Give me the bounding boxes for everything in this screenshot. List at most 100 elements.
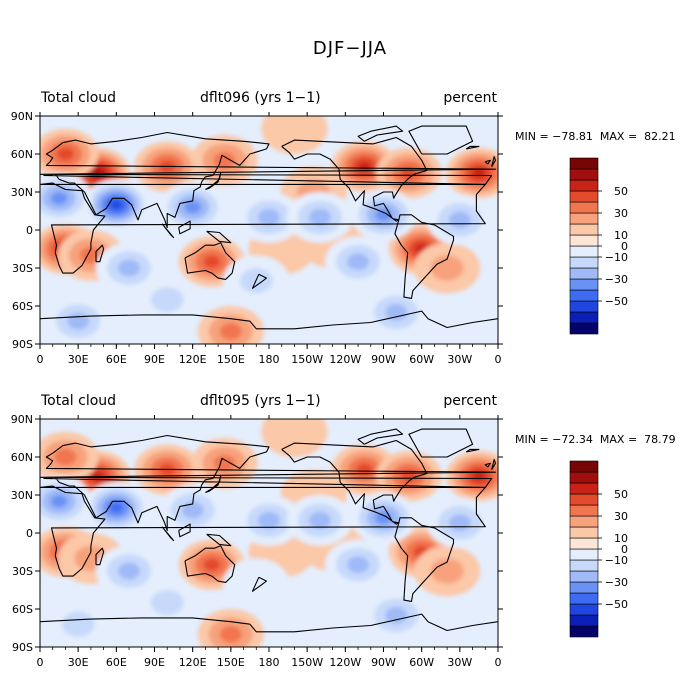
colorbar-swatch xyxy=(569,570,599,583)
coastline xyxy=(40,131,497,229)
coastline xyxy=(206,230,232,244)
colorbar-tick-label: −10 xyxy=(605,251,628,264)
colorbar-swatch xyxy=(569,300,599,313)
coastline xyxy=(394,517,455,602)
cloud-anomaly-cell xyxy=(50,192,68,205)
y-tick-label: 90S xyxy=(12,338,33,351)
coastline xyxy=(205,475,222,494)
coastline xyxy=(491,458,497,470)
x-tick-label: 120E xyxy=(179,353,207,366)
y-tick-label: 60S xyxy=(12,603,33,616)
y-tick-label: 0 xyxy=(26,527,33,540)
coastline xyxy=(484,462,491,468)
cloud-anomaly-cell xyxy=(57,147,74,161)
colorbar-swatch xyxy=(569,460,599,473)
colorbar-swatch xyxy=(569,493,599,506)
units-label: percent xyxy=(443,393,497,409)
x-tick-label: 120E xyxy=(179,656,207,669)
colorbar-tick-label: 50 xyxy=(614,488,628,501)
coastline xyxy=(281,136,428,222)
coastline xyxy=(40,310,498,330)
colorbar-swatch xyxy=(569,625,599,638)
coastline xyxy=(281,439,428,525)
cloud-anomaly-cell xyxy=(257,511,281,529)
cloud-anomaly-cell xyxy=(150,590,184,616)
variable-label: Total cloud xyxy=(41,90,117,106)
cloud-anomaly-cell xyxy=(50,495,68,508)
y-tick-label: 30S xyxy=(12,565,33,578)
cloud-anomaly-cell xyxy=(430,255,464,281)
y-tick-label: 60N xyxy=(11,148,33,161)
cloud-anomaly-cell xyxy=(213,454,236,472)
colorbar-swatch xyxy=(569,504,599,517)
cloud-anomaly-cell xyxy=(109,502,123,513)
cloud-anomaly-cell xyxy=(356,463,373,476)
max-label: MAX = 78.79 xyxy=(599,433,676,446)
coastline xyxy=(95,244,105,263)
colorbar-swatch xyxy=(569,548,599,561)
colorbar-swatch xyxy=(569,592,599,605)
cloud-anomaly-cell xyxy=(90,470,104,482)
colorbar: 50 30 100−10 −30 −50 xyxy=(569,157,628,335)
colorbar-swatch xyxy=(569,614,599,627)
colorbar-tick-label: 0 xyxy=(621,240,628,253)
colorbar-swatch xyxy=(569,537,599,550)
colorbar-tick-label: −30 xyxy=(605,576,628,589)
case-label: dflt095 (yrs 1−1) xyxy=(200,393,321,409)
x-tick-label: 90E xyxy=(144,353,165,366)
x-tick-label: 180 xyxy=(259,656,280,669)
colorbar-tick-label: 10 xyxy=(614,229,628,242)
max-label: MAX = 82.21 xyxy=(599,130,676,143)
x-tick-label: 60W xyxy=(409,353,434,366)
x-tick-label: 150W xyxy=(291,353,323,366)
cloud-anomaly-cell xyxy=(347,253,370,271)
cloud-anomaly-cell xyxy=(375,208,392,222)
x-tick-label: 0 xyxy=(495,353,502,366)
colorbar-swatch xyxy=(569,471,599,484)
x-tick-label: 150E xyxy=(217,353,245,366)
colorbar-swatch xyxy=(569,526,599,539)
x-tick-label: 0 xyxy=(495,656,502,669)
cloud-anomaly-cell xyxy=(375,511,392,525)
cloud-anomaly-cell xyxy=(261,419,328,457)
x-tick-label: 0 xyxy=(37,353,44,366)
coastline xyxy=(205,172,222,191)
figure-title: DJF−JJA xyxy=(312,38,388,59)
cloud-anomaly-cell xyxy=(219,322,242,340)
colorbar-swatch xyxy=(569,212,599,225)
cloud-anomaly-cell xyxy=(448,211,471,229)
y-tick-label: 30S xyxy=(12,262,33,275)
x-tick-label: 30W xyxy=(447,353,472,366)
x-tick-label: 30E xyxy=(68,656,89,669)
coastline xyxy=(40,182,486,274)
cloud-anomaly-cell xyxy=(61,611,95,637)
colorbar: 50 30 100−10 −30 −50 xyxy=(569,460,628,638)
cloud-anomaly-cell xyxy=(213,151,236,169)
colorbar-swatch xyxy=(569,267,599,280)
cloud-anomaly-cell xyxy=(150,287,184,313)
colorbar-swatch xyxy=(569,278,599,291)
y-tick-label: 90N xyxy=(11,110,33,123)
x-tick-label: 90W xyxy=(371,656,396,669)
cloud-anomaly-cell xyxy=(181,501,204,519)
coastline xyxy=(408,428,474,458)
colorbar-swatch xyxy=(569,234,599,247)
min-label: MIN = −72.34 xyxy=(515,433,593,446)
bottom-panel: Total cloud dflt095 (yrs 1−1) percent MI… xyxy=(0,393,700,693)
cloud-map: 0 30E 60E 90E 120E 150E 180 150W 120W 90W 60W 30W 09… xyxy=(11,110,503,366)
case-label: dflt096 (yrs 1−1) xyxy=(200,90,321,106)
x-tick-label: 120W xyxy=(329,353,361,366)
colorbar-tick-label: 50 xyxy=(614,185,628,198)
coastline xyxy=(251,576,268,592)
coastline xyxy=(206,533,232,547)
coastline xyxy=(465,448,480,453)
cloud-anomaly-cell xyxy=(203,558,221,571)
units-label: percent xyxy=(443,90,497,106)
colorbar-tick-label: 30 xyxy=(614,207,628,220)
cloud-map: 0 30E 60E 90E 120E 150E 180 150W 120W 90W 60W 30W 09… xyxy=(11,413,503,669)
colorbar-tick-label: −30 xyxy=(605,273,628,286)
coastline xyxy=(357,125,404,142)
colorbar-tick-label: 30 xyxy=(614,510,628,523)
colorbar-swatch xyxy=(569,157,599,170)
x-tick-label: 90E xyxy=(144,656,165,669)
